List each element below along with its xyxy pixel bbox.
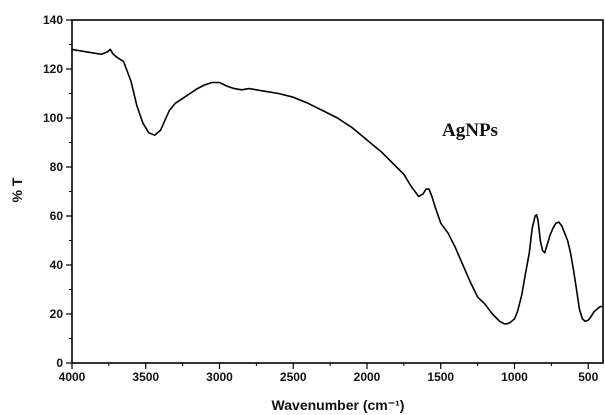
y-tick-label: 140: [43, 13, 63, 27]
x-tick-label: 1500: [427, 370, 454, 384]
y-tick-label: 40: [50, 258, 64, 272]
ticks-layer: 4000 3500 3000 2500 2000 1500 1000 500 0 20 40 60 80…: [43, 13, 599, 384]
y-tick-label: 120: [43, 62, 63, 76]
plot-frame: [71, 19, 604, 364]
series-layer: [71, 48, 604, 325]
transmittance-line: [71, 48, 604, 325]
annotation-label: AgNPs: [442, 120, 498, 141]
x-tick-label: 4000: [59, 370, 86, 384]
y-tick-label: 80: [50, 160, 64, 174]
x-tick-label: 2000: [354, 370, 381, 384]
x-axis-label: Wavenumber (cm⁻¹): [272, 397, 405, 413]
y-tick-label: 20: [50, 307, 64, 321]
x-tick-label: 2500: [280, 370, 307, 384]
x-tick-label: 1000: [501, 370, 528, 384]
x-tick-label: 3500: [132, 370, 159, 384]
x-tick-label: 500: [578, 370, 598, 384]
y-tick-label: 60: [50, 209, 64, 223]
y-tick-label: 100: [43, 111, 63, 125]
y-axis-label: % T: [9, 177, 25, 202]
x-tick-label: 3000: [206, 370, 233, 384]
y-tick-label: 0: [56, 356, 63, 370]
